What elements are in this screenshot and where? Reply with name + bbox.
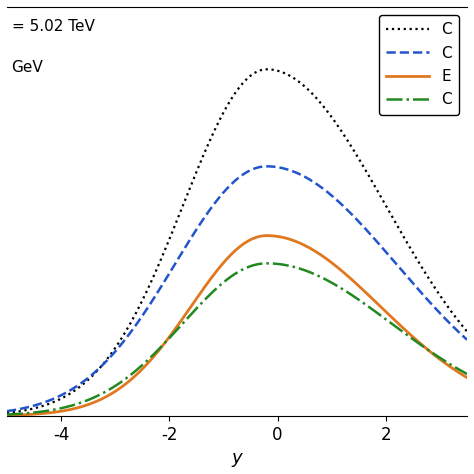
Legend: C, C, E, C: C, C, E, C xyxy=(379,15,459,115)
C xyxy=(264,261,270,266)
Line: E: E xyxy=(0,236,474,416)
C xyxy=(213,286,219,292)
E xyxy=(3,412,9,418)
C xyxy=(382,248,388,254)
Line: C: C xyxy=(0,264,474,415)
E xyxy=(213,269,219,274)
C xyxy=(213,124,219,129)
Line: C: C xyxy=(0,166,474,414)
C xyxy=(382,201,388,207)
Text: = 5.02 TeV: = 5.02 TeV xyxy=(11,19,94,34)
C xyxy=(264,66,270,72)
X-axis label: y: y xyxy=(232,449,242,467)
C xyxy=(3,409,9,414)
C xyxy=(3,410,9,416)
C xyxy=(227,182,233,188)
E xyxy=(382,308,388,314)
Line: C: C xyxy=(0,69,474,415)
E xyxy=(264,233,270,238)
C xyxy=(264,164,270,169)
C xyxy=(227,274,233,280)
C xyxy=(3,412,9,418)
C xyxy=(227,98,233,104)
E xyxy=(227,253,233,258)
C xyxy=(382,316,388,321)
Text: GeV: GeV xyxy=(11,60,43,75)
C xyxy=(213,198,219,204)
